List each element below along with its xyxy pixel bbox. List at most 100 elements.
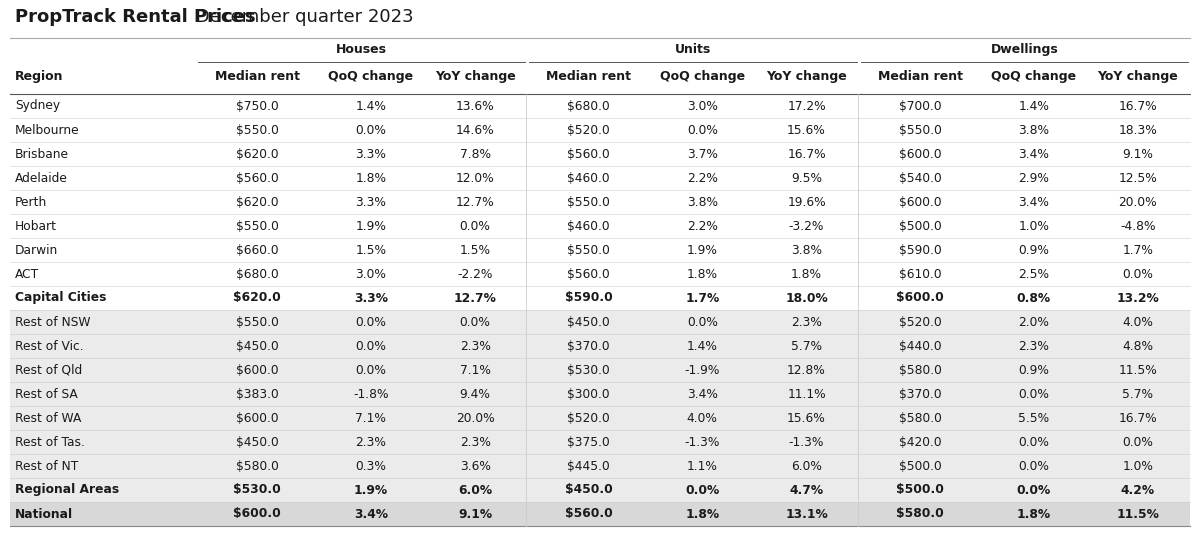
Text: Dwellings: Dwellings xyxy=(990,43,1058,56)
Text: 2.0%: 2.0% xyxy=(1019,316,1049,328)
Text: 2.2%: 2.2% xyxy=(686,219,718,233)
Text: -1.8%: -1.8% xyxy=(353,387,389,401)
Text: $610.0: $610.0 xyxy=(899,268,942,280)
Text: 1.0%: 1.0% xyxy=(1122,460,1153,472)
Text: 1.8%: 1.8% xyxy=(686,268,718,280)
Text: 1.4%: 1.4% xyxy=(686,340,718,353)
Bar xyxy=(10,430,1190,454)
Text: $500.0: $500.0 xyxy=(899,219,942,233)
Text: 0.0%: 0.0% xyxy=(1019,387,1049,401)
Text: 20.0%: 20.0% xyxy=(456,411,494,424)
Text: 2.5%: 2.5% xyxy=(1019,268,1049,280)
Text: $500.0: $500.0 xyxy=(899,460,942,472)
Text: PropTrack Rental Prices: PropTrack Rental Prices xyxy=(14,8,256,26)
Text: Rest of NSW: Rest of NSW xyxy=(14,316,90,328)
Text: 13.2%: 13.2% xyxy=(1116,292,1159,304)
Text: 0.3%: 0.3% xyxy=(355,460,386,472)
Text: 1.8%: 1.8% xyxy=(1016,508,1051,521)
Bar xyxy=(10,406,1190,430)
Text: 13.6%: 13.6% xyxy=(456,100,494,112)
Text: -3.2%: -3.2% xyxy=(788,219,824,233)
Text: Adelaide: Adelaide xyxy=(14,172,68,185)
Text: YoY change: YoY change xyxy=(766,70,847,83)
Text: 9.1%: 9.1% xyxy=(458,508,492,521)
Text: 17.2%: 17.2% xyxy=(787,100,826,112)
Text: 20.0%: 20.0% xyxy=(1118,195,1157,209)
Text: $580.0: $580.0 xyxy=(899,411,942,424)
Text: 0.0%: 0.0% xyxy=(686,316,718,328)
Text: $750.0: $750.0 xyxy=(236,100,278,112)
Text: Capital Cities: Capital Cities xyxy=(14,292,107,304)
Text: 1.7%: 1.7% xyxy=(685,292,720,304)
Text: Region: Region xyxy=(14,70,64,83)
Text: 2.9%: 2.9% xyxy=(1019,172,1049,185)
Text: December quarter 2023: December quarter 2023 xyxy=(190,8,414,26)
Text: $620.0: $620.0 xyxy=(236,148,278,160)
Text: 3.8%: 3.8% xyxy=(791,243,822,256)
Text: $620.0: $620.0 xyxy=(234,292,281,304)
Text: Darwin: Darwin xyxy=(14,243,59,256)
Text: 18.3%: 18.3% xyxy=(1118,124,1157,136)
Text: -1.3%: -1.3% xyxy=(685,435,720,448)
Text: $300.0: $300.0 xyxy=(568,387,610,401)
Text: National: National xyxy=(14,508,73,521)
Text: 3.3%: 3.3% xyxy=(354,292,388,304)
Text: Perth: Perth xyxy=(14,195,47,209)
Text: $620.0: $620.0 xyxy=(236,195,278,209)
Text: $550.0: $550.0 xyxy=(236,124,278,136)
Text: YoY change: YoY change xyxy=(434,70,516,83)
Text: $540.0: $540.0 xyxy=(899,172,942,185)
Text: 14.6%: 14.6% xyxy=(456,124,494,136)
Text: 11.5%: 11.5% xyxy=(1118,363,1157,377)
Text: 16.7%: 16.7% xyxy=(1118,100,1157,112)
Text: 13.1%: 13.1% xyxy=(785,508,828,521)
Text: Brisbane: Brisbane xyxy=(14,148,70,160)
Text: $560.0: $560.0 xyxy=(568,268,610,280)
Text: $420.0: $420.0 xyxy=(899,435,942,448)
Text: 16.7%: 16.7% xyxy=(1118,411,1157,424)
Text: $370.0: $370.0 xyxy=(568,340,610,353)
Text: 3.3%: 3.3% xyxy=(355,195,386,209)
Text: $680.0: $680.0 xyxy=(568,100,610,112)
Text: $460.0: $460.0 xyxy=(568,219,610,233)
Text: 9.5%: 9.5% xyxy=(791,172,822,185)
Text: Rest of Qld: Rest of Qld xyxy=(14,363,83,377)
Text: 5.7%: 5.7% xyxy=(1122,387,1153,401)
Text: 0.8%: 0.8% xyxy=(1016,292,1051,304)
Text: 1.9%: 1.9% xyxy=(686,243,718,256)
Text: YoY change: YoY change xyxy=(1098,70,1178,83)
Text: 3.8%: 3.8% xyxy=(686,195,718,209)
Text: $375.0: $375.0 xyxy=(568,435,610,448)
Text: Median rent: Median rent xyxy=(877,70,962,83)
Text: $580.0: $580.0 xyxy=(896,508,944,521)
Text: 15.6%: 15.6% xyxy=(787,411,826,424)
Text: 0.0%: 0.0% xyxy=(460,316,491,328)
Text: $520.0: $520.0 xyxy=(568,124,610,136)
Text: $450.0: $450.0 xyxy=(568,316,610,328)
Bar xyxy=(10,454,1190,478)
Text: $550.0: $550.0 xyxy=(568,195,610,209)
Text: $560.0: $560.0 xyxy=(236,172,278,185)
Text: QoQ change: QoQ change xyxy=(991,70,1076,83)
Text: 4.0%: 4.0% xyxy=(1122,316,1153,328)
Text: 2.3%: 2.3% xyxy=(1019,340,1049,353)
Text: ACT: ACT xyxy=(14,268,40,280)
Text: $550.0: $550.0 xyxy=(568,243,610,256)
Text: Units: Units xyxy=(674,43,712,56)
Text: 3.4%: 3.4% xyxy=(1019,148,1049,160)
Text: $370.0: $370.0 xyxy=(899,387,942,401)
Text: Rest of Tas.: Rest of Tas. xyxy=(14,435,85,448)
Text: 0.0%: 0.0% xyxy=(685,484,720,496)
Text: 12.0%: 12.0% xyxy=(456,172,494,185)
Text: $550.0: $550.0 xyxy=(236,316,278,328)
Text: 1.4%: 1.4% xyxy=(355,100,386,112)
Text: 11.1%: 11.1% xyxy=(787,387,826,401)
Text: $560.0: $560.0 xyxy=(568,148,610,160)
Text: Melbourne: Melbourne xyxy=(14,124,79,136)
Text: 2.2%: 2.2% xyxy=(686,172,718,185)
Text: 0.0%: 0.0% xyxy=(1122,268,1153,280)
Text: $440.0: $440.0 xyxy=(899,340,942,353)
Text: 2.3%: 2.3% xyxy=(791,316,822,328)
Text: 0.0%: 0.0% xyxy=(355,124,386,136)
Text: 5.7%: 5.7% xyxy=(791,340,822,353)
